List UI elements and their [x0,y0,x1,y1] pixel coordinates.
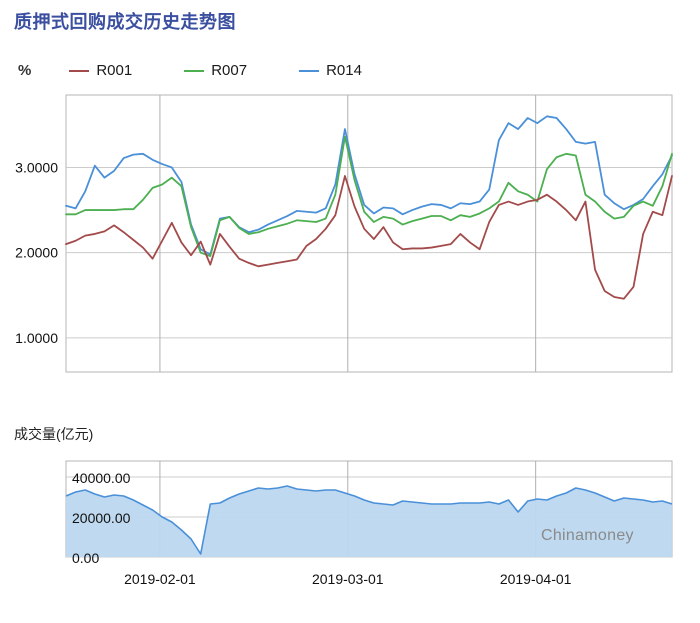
chinamoney-watermark: Chinamoney [541,527,634,544]
volume-chart-title: 成交量(亿元) [14,426,94,442]
legend-swatch-r001 [69,69,90,72]
series-line-r007 [65,135,673,257]
series-line-r001 [65,175,673,300]
rate-line-chart[interactable]: 3.0000 2.0000 1.0000 [0,0,700,400]
legend-swatch-r007 [184,69,205,72]
y-axis-unit-label: % [18,62,32,79]
x-axis-tick-label: 2019-03-01 [312,571,384,587]
legend-label-r007: R007 [211,62,248,79]
volume-y-axis-tick-label: 40000.00 [72,470,131,486]
legend-item-r014[interactable]: R014 [299,62,362,79]
chart-legend: % R001 R007 R014 [18,62,414,79]
legend-item-r007[interactable]: R007 [184,62,247,79]
x-axis-tick-label: 2019-02-01 [124,571,196,587]
legend-label-r001: R001 [96,62,133,79]
series-line-r014 [65,115,673,256]
volume-y-axis-tick-label: 0.00 [72,550,99,566]
x-axis-tick-label: 2019-04-01 [500,571,572,587]
page-title: 质押式回购成交历史走势图 [14,12,236,32]
volume-area-fill [66,486,672,557]
legend-item-r001[interactable]: R001 [69,62,132,79]
y-axis-tick-label: 3.0000 [15,159,58,175]
y-axis-tick-label: 1.0000 [15,330,58,346]
volume-y-axis-tick-label: 20000.00 [72,510,131,526]
legend-label-r014: R014 [326,62,362,79]
y-axis-tick-label: 2.0000 [15,245,58,261]
legend-swatch-r014 [299,69,320,72]
